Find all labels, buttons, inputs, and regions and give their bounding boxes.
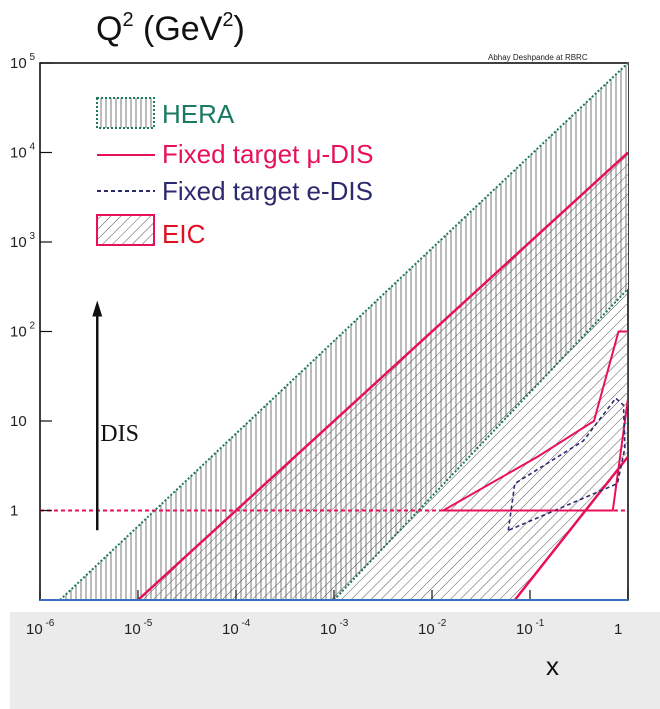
x-axis-label: x — [546, 651, 559, 681]
legend-item-eic: EIC — [96, 214, 205, 249]
x-tick-label: 1 — [614, 621, 622, 638]
legend-label-eic: EIC — [162, 219, 205, 249]
mu-dis-region — [439, 330, 628, 512]
y-tick-label: 10 4 — [10, 142, 35, 162]
legend-label-hera: HERA — [162, 99, 235, 129]
x-tick-label: 10 -1 — [516, 618, 545, 638]
legend-item-e-dis: Fixed target e-DIS — [97, 176, 373, 206]
x-tick-label: 10 -5 — [124, 618, 153, 638]
dis-annotation: DIS — [92, 300, 139, 531]
bottom-panel — [10, 612, 660, 709]
eic-lower-edge — [513, 455, 628, 600]
x-tick-label: 10 -6 — [26, 618, 55, 638]
y-tick-label: 10 5 — [10, 52, 35, 72]
regions-layer — [40, 63, 628, 600]
y-tick-label: 10 3 — [10, 231, 35, 251]
legend: HERA Fixed target μ-DIS Fixed target e-D… — [96, 97, 374, 249]
y-tick-label: 10 2 — [10, 321, 35, 341]
y-tick-label: 10 — [10, 413, 27, 430]
legend-swatch-eic — [96, 214, 155, 246]
legend-label-e-dis: Fixed target e-DIS — [162, 176, 373, 206]
x-tick-label: 10 -3 — [320, 618, 349, 638]
dis-label: DIS — [100, 421, 139, 447]
y-tick-label: 1 — [10, 503, 18, 520]
x-tick-label: 10 -2 — [418, 618, 447, 638]
eic-upper-edge — [137, 151, 628, 600]
x-axis: 10 -6 10 -5 10 -4 10 -3 10 -2 10 -1 1 — [26, 590, 629, 638]
x-tick-label: 10 -4 — [222, 618, 251, 638]
y-axis: 1 10 10 2 10 3 10 4 10 5 — [10, 52, 52, 520]
legend-item-mu-dis: Fixed target μ-DIS — [97, 139, 374, 169]
credit-text: Abhay Deshpande at RBRC — [488, 53, 588, 62]
hera-region — [60, 63, 628, 600]
chart-title: Q2 (GeV2) — [96, 9, 245, 48]
legend-swatch-hera — [96, 97, 155, 129]
legend-label-mu-dis: Fixed target μ-DIS — [162, 139, 374, 169]
legend-item-hera: HERA — [96, 97, 235, 129]
dis-arrowhead — [92, 300, 103, 317]
